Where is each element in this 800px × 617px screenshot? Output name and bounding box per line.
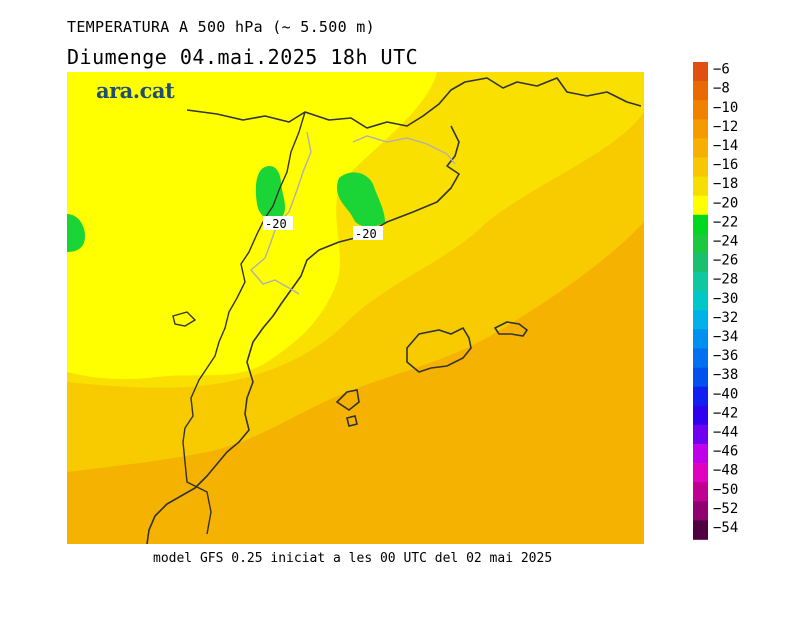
- legend-swatch: [693, 386, 708, 407]
- legend-level-label: −12: [713, 119, 738, 135]
- legend-level-label: −40: [713, 386, 738, 402]
- legend-swatch: [693, 233, 708, 254]
- coastline: [146, 77, 642, 544]
- island-ibiza: [335, 389, 360, 411]
- national-border: [182, 111, 306, 535]
- legend-level-label: −38: [713, 367, 738, 383]
- legend-level-label: −28: [713, 272, 738, 288]
- legend-swatch: [693, 157, 708, 177]
- legend-swatch: [693, 214, 708, 235]
- regional-border: [250, 131, 456, 295]
- legend-swatch: [693, 81, 708, 101]
- legend-swatch: [693, 482, 708, 502]
- model-run-caption: model GFS 0.25 iniciat a les 00 UTC del …: [153, 551, 553, 566]
- field-band-yellow: [67, 72, 437, 380]
- legend-level-label: −22: [713, 214, 738, 230]
- legend-level-label: −6: [713, 62, 730, 78]
- island-menorca: [493, 321, 529, 337]
- legend-level-label: −44: [713, 424, 738, 440]
- cold-pocket-west-edge: [67, 214, 85, 252]
- legend-level-label: −14: [713, 138, 738, 154]
- island-formentera: [346, 415, 358, 427]
- legend-level-label: −30: [713, 291, 738, 307]
- legend-swatch: [693, 291, 708, 311]
- legend-level-label: −18: [713, 176, 738, 192]
- legend-swatch: [693, 463, 708, 483]
- legend-level-label: −32: [713, 310, 738, 326]
- legend-level-label: −54: [713, 520, 738, 536]
- legend-swatch: [693, 501, 708, 521]
- legend-level-label: −16: [713, 157, 738, 173]
- legend-swatch: [693, 424, 708, 445]
- legend-swatch: [693, 176, 708, 196]
- coast-inlet: [172, 311, 197, 327]
- cold-pocket-pyrenees-east: [336, 172, 385, 227]
- legend-swatch: [693, 272, 708, 292]
- map-date-subtitle: Diumenge 04.mai.2025 18h UTC: [67, 45, 419, 69]
- temperature-legend: −6 −8 −10 −12 −14 −16 −18 −20 −22 −24 −26 −28 −30 −32…: [693, 62, 783, 557]
- ara-cat-logo: ara.cat: [96, 78, 175, 103]
- cold-pocket-pyrenees-west: [255, 165, 286, 220]
- legend-level-label: −52: [713, 501, 738, 517]
- legend-level-label: −50: [713, 482, 738, 498]
- contour-label-east: -20: [355, 227, 377, 241]
- legend-level-label: −34: [713, 329, 738, 345]
- legend-level-label: −10: [713, 100, 738, 116]
- legend-level-label: −36: [713, 348, 738, 364]
- legend-swatch: [693, 253, 708, 273]
- legend-swatch: [693, 444, 708, 464]
- contour-label-west: -20: [265, 217, 287, 231]
- legend-swatch: [693, 195, 708, 216]
- map-title: TEMPERATURA A 500 hPa (~ 5.500 m): [67, 18, 375, 36]
- legend-swatch: [693, 329, 708, 349]
- legend-swatch: [693, 348, 708, 368]
- legend-level-label: −20: [713, 195, 738, 211]
- legend-level-label: −42: [713, 405, 738, 421]
- legend-swatch: [693, 310, 708, 330]
- legend-swatch: [693, 100, 708, 120]
- legend-swatch: [693, 62, 708, 82]
- legend-swatch: [693, 138, 708, 158]
- legend-swatch: [693, 405, 708, 426]
- legend-level-label: −24: [713, 233, 738, 249]
- temperature-map: -20 -20: [67, 72, 644, 544]
- legend-level-label: −8: [713, 81, 730, 97]
- legend-swatch: [693, 520, 708, 540]
- legend-level-label: −48: [713, 463, 738, 479]
- legend-level-label: −46: [713, 444, 738, 460]
- island-mallorca: [406, 326, 472, 373]
- legend-level-label: −26: [713, 253, 738, 269]
- legend-swatch: [693, 119, 708, 139]
- legend-swatch: [693, 367, 708, 387]
